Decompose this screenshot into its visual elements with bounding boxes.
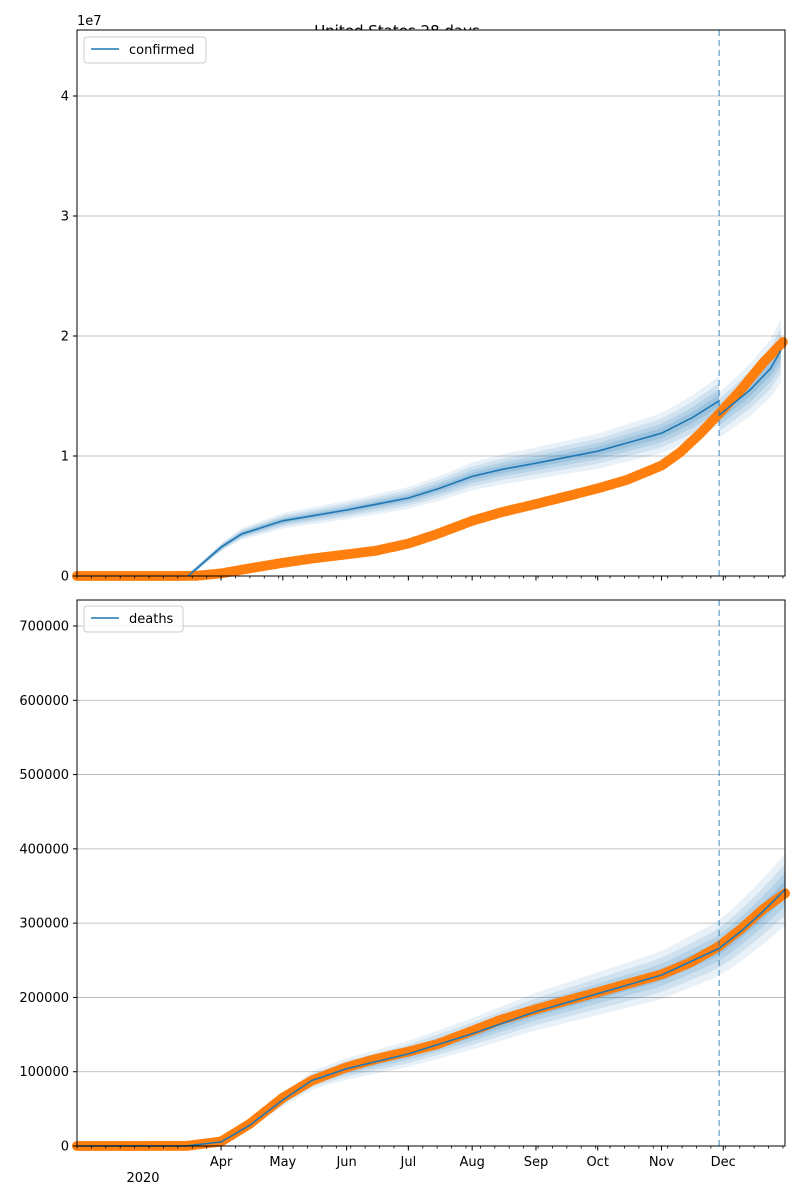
deaths-legend-box — [83, 605, 184, 633]
deaths-legend-label: deaths — [129, 612, 174, 627]
confirmed-y-tick-label: 4 — [61, 90, 69, 105]
confirmed-y-tick-label: 1 — [61, 450, 69, 465]
deaths-band — [77, 853, 785, 1146]
deaths-plot-area — [77, 600, 785, 1146]
deaths-y-tick-label: 0 — [61, 1140, 69, 1155]
confirmed-band — [188, 394, 720, 576]
confirmed-model-line — [718, 350, 782, 416]
deaths-model-line — [76, 889, 786, 1147]
deaths-x-tick-label: Dec — [711, 1155, 736, 1170]
deaths-uncertainty-bands — [77, 853, 785, 1146]
confirmed-legend: confirmed — [83, 36, 207, 64]
confirmed-y-axis: 0 1 2 3 4 — [61, 90, 77, 585]
deaths-axes-frame — [76, 599, 786, 1147]
confirmed-legend-label: confirmed — [129, 43, 195, 58]
confirmed-axes-frame — [76, 29, 786, 577]
confirmed-y-tick-label: 3 — [61, 210, 69, 225]
deaths-x-tick-label: Nov — [649, 1155, 675, 1170]
confirmed-legend-box — [83, 36, 207, 64]
deaths-x-tick-label: Jul — [400, 1155, 417, 1170]
deaths-y-tick-label: 100000 — [19, 1065, 69, 1080]
confirmed-band — [188, 376, 720, 576]
deaths-y-axis: 0 100000 200000 300000 400000 500000 600000 700… — [19, 620, 77, 1155]
confirmed-model-lines — [187, 350, 782, 577]
confirmed-y-tick-label: 2 — [61, 330, 69, 345]
confirmed-x-ticks — [76, 576, 784, 581]
deaths-model-lines — [76, 889, 786, 1147]
deaths-x-tick-label: Jun — [335, 1155, 356, 1170]
deaths-legend: deaths — [83, 605, 184, 633]
deaths-x-tick-label: Aug — [459, 1155, 484, 1170]
deaths-y-tick-label: 200000 — [19, 991, 69, 1006]
deaths-y-tick-label: 500000 — [19, 768, 69, 783]
deaths-y-tick-label: 400000 — [19, 842, 69, 857]
x-year-label: 2020 — [126, 1171, 159, 1186]
confirmed-model-line — [187, 400, 720, 577]
confirmed-y-tick-label: 0 — [61, 570, 69, 585]
deaths-x-axis: Apr May Jun Jul Aug Sep Oct Nov Dec — [76, 1146, 784, 1170]
deaths-x-tick-label: Sep — [524, 1155, 549, 1170]
deaths-x-tick-label: Oct — [586, 1155, 608, 1170]
confirmed-observed-point — [777, 337, 788, 347]
deaths-x-tick-label: May — [269, 1155, 296, 1170]
confirmed-band — [188, 383, 720, 576]
confirmed-panel: 0 1 2 3 4 1e7 confirmed — [61, 14, 788, 585]
confirmed-observed-points — [72, 337, 788, 581]
deaths-y-tick-label: 600000 — [19, 694, 69, 709]
confirmed-plot-area — [77, 30, 785, 576]
deaths-panel: 0 100000 200000 300000 400000 500000 600000 700… — [19, 599, 790, 1186]
deaths-y-tick-label: 700000 — [19, 620, 69, 635]
confirmed-scale-label: 1e7 — [77, 14, 102, 29]
deaths-y-tick-label: 300000 — [19, 917, 69, 932]
deaths-x-tick-label: Apr — [210, 1155, 233, 1170]
